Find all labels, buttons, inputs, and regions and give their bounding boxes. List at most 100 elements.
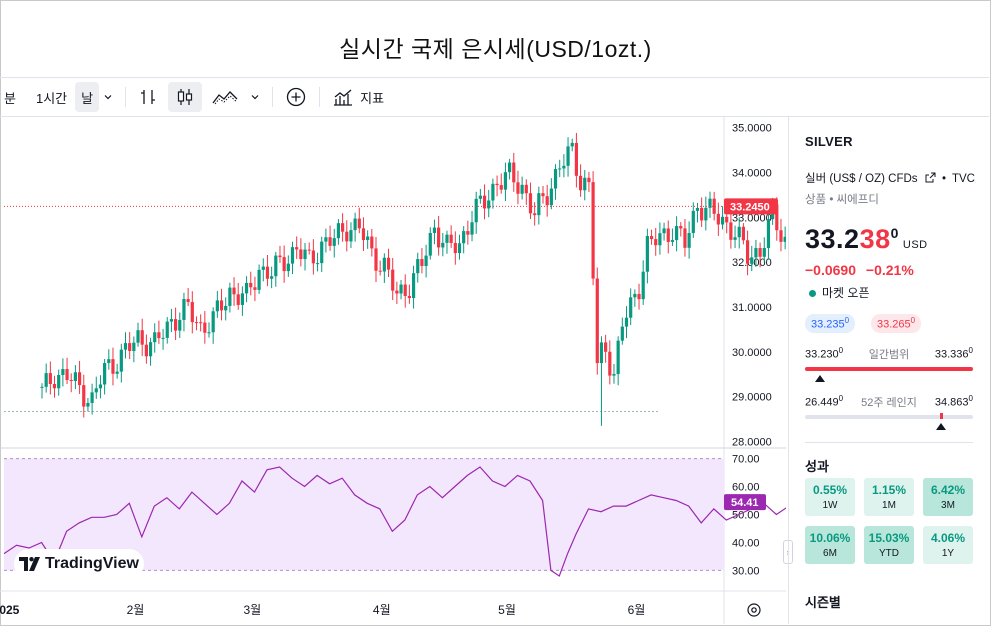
rsi-axis-tick-label: 60.00 (732, 482, 760, 494)
rsi-value-badge (724, 494, 766, 511)
candle-body (457, 243, 462, 254)
price-superscript: 0 (890, 225, 899, 241)
compare-plus-icon[interactable] (281, 82, 311, 112)
candle-body (90, 392, 94, 403)
indicators-button[interactable]: 지표 (328, 82, 388, 112)
candles-chart-icon[interactable] (168, 82, 203, 112)
perf-tile[interactable]: 0.55% 1W (805, 478, 855, 516)
candle-body (48, 373, 52, 384)
candle-body (194, 322, 199, 324)
interval-minute[interactable]: 분 (4, 90, 16, 106)
performance-grid: 0.55% 1W 1.15% 1M 6.42% 3M 10.06% 6M 15.03% Y… (805, 478, 973, 564)
candle-body (420, 259, 424, 267)
chart-area[interactable]: 35.000034.000033.000032.000031.000030.00… (0, 116, 933, 624)
candle-body (345, 231, 349, 242)
interval-day[interactable]: 날 (75, 82, 100, 112)
candle-body (604, 342, 608, 352)
candle-body (353, 218, 357, 231)
candle-body (407, 295, 411, 299)
candle-body (733, 237, 737, 240)
day-low: 33.2300 (805, 346, 843, 361)
candle-body (700, 207, 704, 221)
candle-body (236, 294, 240, 305)
candle-body (750, 257, 754, 264)
perf-period: 6M (823, 548, 837, 559)
candle-body (349, 230, 353, 242)
candle-body (290, 247, 295, 264)
candle-body (386, 257, 391, 270)
candle-body (725, 216, 729, 223)
candle-body (416, 259, 420, 274)
interval-dropdown-chevron-icon[interactable] (99, 82, 117, 112)
candle-body (224, 305, 228, 311)
candle-body (708, 198, 712, 208)
candle-body (199, 322, 203, 324)
candle-body (520, 184, 524, 194)
area-chart-icon[interactable] (208, 82, 242, 112)
candle-body (73, 372, 77, 381)
candle-body (720, 216, 725, 225)
symbol-name[interactable]: SILVER (805, 134, 853, 149)
candle-body (286, 263, 290, 272)
candle-body (533, 213, 537, 216)
candle-body (336, 223, 341, 239)
last-price-label: 33.2450 (730, 201, 770, 213)
candle-body (754, 248, 758, 258)
price-chart[interactable]: 35.000034.000033.000032.000031.000030.00… (0, 116, 933, 624)
candle-body (324, 237, 328, 242)
perf-tile[interactable]: 10.06% 6M (805, 526, 855, 564)
rsi-axis-tick-label: 30.00 (732, 565, 760, 577)
candle-body (762, 247, 766, 257)
candle-body (482, 195, 487, 209)
candle-body (148, 342, 153, 357)
day-low-value: 33.230 (805, 348, 839, 361)
candle-body (716, 213, 720, 225)
rsi-axis-tick-label: 70.00 (732, 454, 760, 466)
candle-body (478, 195, 482, 199)
candle-body (537, 193, 541, 216)
bid-badge: 33.2350 (805, 314, 856, 333)
candle-body (174, 319, 178, 331)
external-link-icon[interactable] (925, 172, 936, 183)
candle-body (232, 287, 236, 295)
candle-body (182, 299, 186, 320)
perf-tile[interactable]: 1.15% 1M (864, 478, 914, 516)
candle-body (303, 249, 307, 260)
candle-body (583, 177, 587, 191)
candle-body (599, 342, 604, 364)
perf-tile[interactable]: 6.42% 3M (923, 478, 973, 516)
gear-hub (751, 607, 757, 613)
candle-body (374, 248, 378, 271)
candle-body (524, 184, 528, 194)
candle-body (553, 169, 558, 189)
symbol-source: TVC (951, 173, 975, 185)
candle-body (77, 372, 82, 386)
chart-type-dropdown-chevron-icon[interactable] (246, 82, 264, 112)
tradingview-logo-icon (19, 557, 41, 571)
candle-body (470, 222, 474, 235)
perf-tile[interactable]: 4.06% 1Y (923, 526, 973, 564)
day-range: 33.2300 일간범위 33.3360 (805, 346, 973, 361)
candle-body (574, 142, 578, 176)
perf-tile[interactable]: 15.03% YTD (864, 526, 914, 564)
candle-body (123, 343, 128, 350)
candle-body (165, 321, 169, 338)
candle-body (332, 238, 336, 246)
price-change: −0.0690 −0.21% (805, 262, 914, 278)
candle-body (503, 172, 508, 190)
bid-value: 33.235 (811, 318, 845, 331)
candle-body (215, 300, 219, 312)
candle-body (562, 165, 566, 169)
52wk-range-current-mark (940, 413, 943, 419)
candle-body (508, 162, 512, 173)
candle-body (428, 232, 432, 256)
candle-body (311, 250, 315, 264)
bar-chart-icon[interactable] (134, 82, 162, 112)
candle-body (107, 359, 111, 364)
candle-body (370, 236, 374, 249)
interval-hour[interactable]: 1시간 (35, 90, 68, 106)
price-currency: USD (902, 239, 928, 251)
52wk-low: 26.4490 (805, 394, 843, 409)
chart-settings-gear-icon[interactable] (747, 603, 761, 617)
candle-body (82, 385, 86, 407)
